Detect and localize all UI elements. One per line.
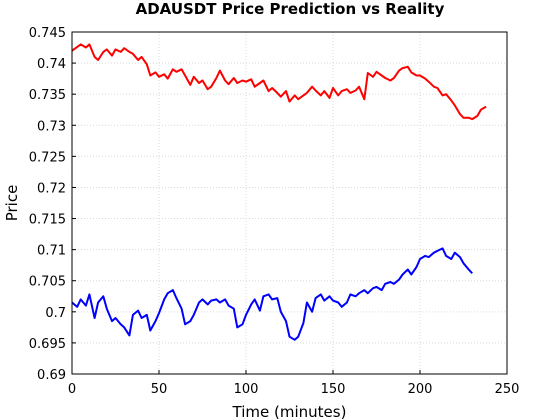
y-tick-label: 0.735 <box>29 88 66 103</box>
x-tick-label: 200 <box>408 382 433 397</box>
series-line-blue <box>71 247 473 341</box>
y-tick-label: 0.705 <box>29 275 66 290</box>
x-tick-label: 250 <box>495 382 520 397</box>
y-tick-label: 0.695 <box>29 337 66 352</box>
series-line-red <box>71 43 487 121</box>
y-tick-label: 0.73 <box>37 119 66 134</box>
x-tick-label: 150 <box>321 382 346 397</box>
gridlines <box>71 31 508 375</box>
y-tick-label: 0.725 <box>29 150 66 165</box>
chart-title: ADAUSDT Price Prediction vs Reality <box>136 0 445 18</box>
x-tick-label: 0 <box>68 382 76 397</box>
axis-ticks: 0 50 100 150 200 250 0.69 0.695 0.7 0.705 0.71 0.71… <box>29 26 520 397</box>
x-tick-label: 50 <box>151 382 168 397</box>
x-axis-title: Time (minutes) <box>232 403 347 420</box>
plot-area-frame <box>71 31 508 375</box>
y-tick-label: 0.71 <box>37 244 66 259</box>
y-tick-label: 0.72 <box>37 181 66 196</box>
y-axis-title: Price <box>3 185 21 222</box>
y-tick-label: 0.7 <box>45 306 66 321</box>
y-tick-label: 0.715 <box>29 213 66 228</box>
x-tick-label: 100 <box>234 382 259 397</box>
y-tick-label: 0.69 <box>37 368 66 383</box>
series-layer <box>71 43 487 341</box>
y-tick-label: 0.745 <box>29 26 66 41</box>
y-tick-label: 0.74 <box>37 57 66 72</box>
